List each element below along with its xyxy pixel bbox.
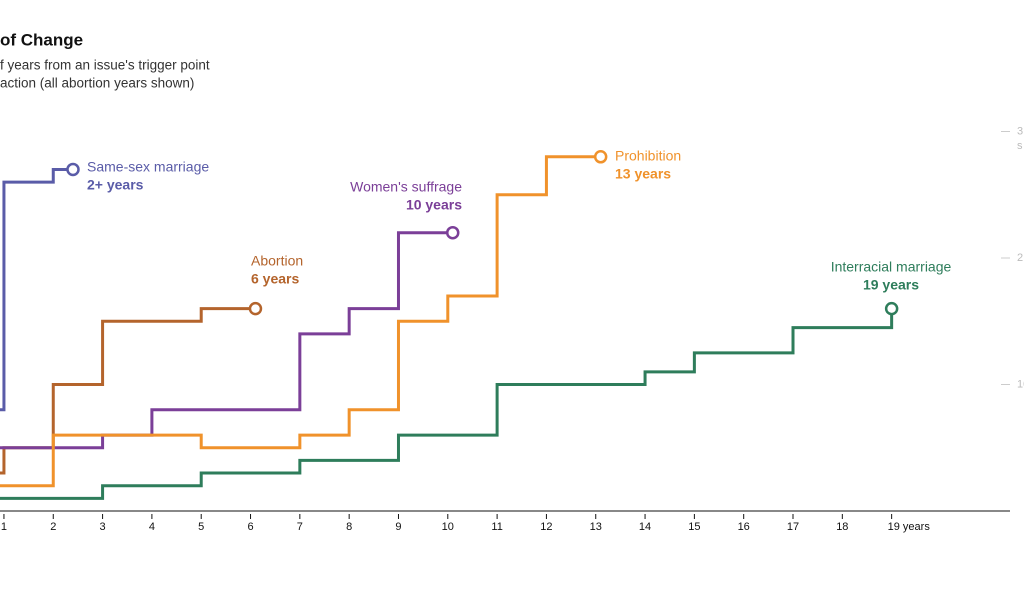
x-tick-label: 2 (50, 521, 56, 533)
subtitle: action (all abortion years shown) (0, 76, 194, 91)
x-tick-label: 16 (738, 521, 750, 533)
series-name: Prohibition (615, 148, 681, 164)
x-tick-label: 19 years (888, 521, 931, 533)
series-name: Interracial marriage (831, 259, 952, 275)
series-line (0, 231, 453, 450)
x-tick-label: 1 (1, 521, 7, 533)
subtitle: f years from an issue's trigger point (0, 58, 210, 73)
end-point (248, 301, 263, 316)
y-unit-label: s (1017, 140, 1023, 152)
end-point (884, 301, 899, 316)
series-name: Abortion (251, 253, 303, 269)
x-tick-label: 3 (100, 521, 106, 533)
series-label: 10 years (406, 197, 462, 213)
series-name: Same-sex marriage (87, 159, 209, 175)
series-label: 13 years (615, 166, 671, 182)
x-tick-label: 9 (395, 521, 401, 533)
end-point (66, 162, 80, 177)
series-line (0, 155, 601, 488)
x-tick-label: 4 (149, 521, 155, 533)
series-name: Women's suffrage (350, 179, 462, 195)
series-label: 6 years (251, 271, 299, 287)
x-tick-label: 15 (688, 521, 700, 533)
series-line (0, 308, 894, 500)
series-line (0, 307, 256, 475)
series-label: 2+ years (87, 177, 144, 193)
end-point (593, 150, 608, 164)
x-tick-label: 12 (540, 521, 552, 533)
x-tick-label: 14 (639, 521, 651, 533)
x-tick-label: 5 (198, 521, 204, 533)
y-tick-label: 10 (1017, 378, 1024, 390)
series-line (0, 167, 73, 412)
x-tick-label: 7 (297, 521, 303, 533)
x-tick-label: 13 (590, 521, 602, 533)
x-tick-label: 8 (346, 521, 352, 533)
x-tick-label: 6 (247, 521, 253, 533)
x-tick-label: 11 (491, 521, 502, 533)
chart-title: of Change (0, 30, 83, 49)
y-tick-label: 3 (1017, 125, 1023, 137)
series-label: 19 years (863, 277, 919, 293)
x-tick-label: 18 (836, 521, 848, 533)
x-tick-label: 17 (787, 521, 799, 533)
y-tick-label: 2 (1017, 252, 1023, 264)
end-point (445, 225, 460, 240)
x-tick-label: 10 (442, 521, 454, 533)
